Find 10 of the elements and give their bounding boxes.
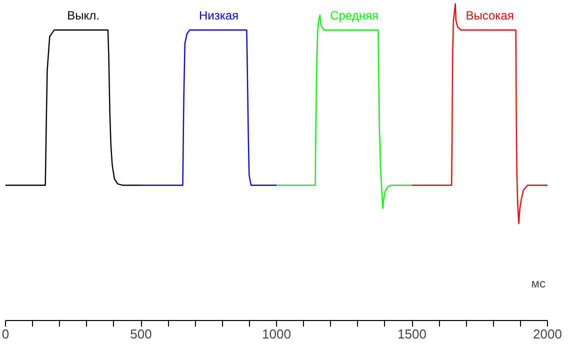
x-tick-label: 1500 <box>398 326 426 342</box>
series-label: Низкая <box>198 8 239 22</box>
x-tick-label: 0 <box>2 326 10 342</box>
series-label: Высокая <box>466 8 514 22</box>
x-axis-title: мс <box>531 276 546 290</box>
x-tick-label: 1000 <box>262 326 291 342</box>
series-label: Выкл. <box>67 8 100 22</box>
x-tick-label: 2000 <box>533 326 562 342</box>
series-label: Средняя <box>330 8 378 22</box>
x-tick-label: 500 <box>130 326 152 342</box>
